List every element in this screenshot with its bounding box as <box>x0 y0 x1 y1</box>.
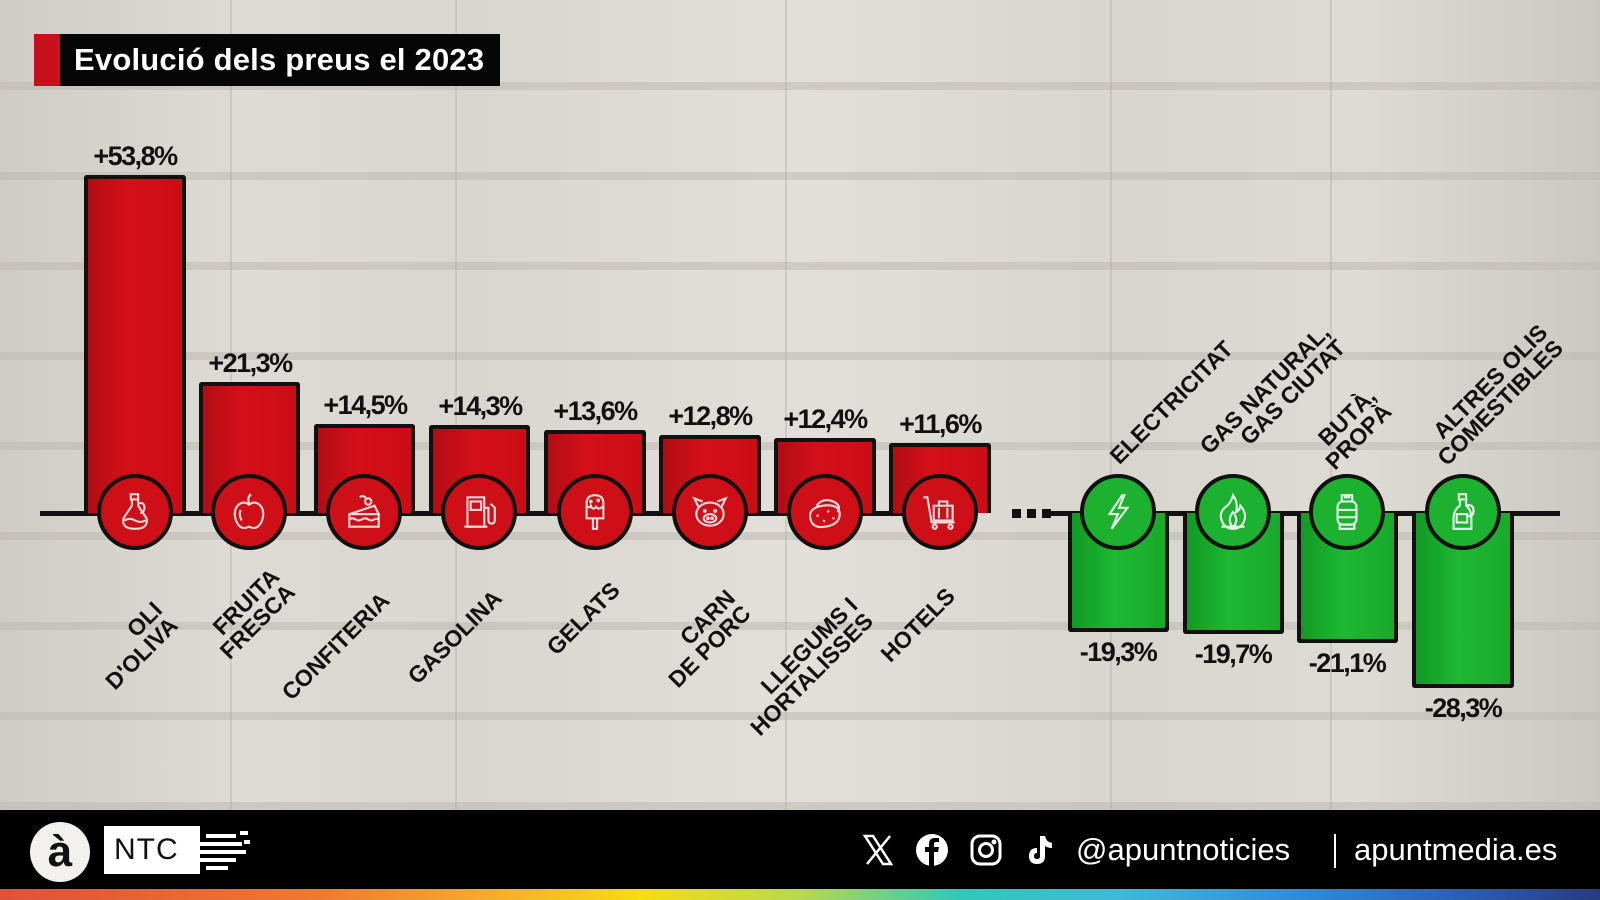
ntc-logo: NTC <box>104 826 200 874</box>
value-label: +53,8% <box>93 141 178 171</box>
value-label: +13,6% <box>553 396 638 426</box>
value-label: +12,8% <box>668 401 753 431</box>
lightning-icon <box>1080 474 1156 550</box>
rainbow-stripe <box>0 889 1600 900</box>
cake-slice-icon <box>326 474 402 550</box>
value-label: +12,4% <box>783 404 868 434</box>
ntc-speed-lines-icon <box>196 826 252 874</box>
value-label: +14,5% <box>323 390 408 420</box>
title-accent <box>34 34 60 86</box>
value-label: -19,7% <box>1194 639 1273 669</box>
chart-title-banner: Evolució dels preus el 2023 <box>34 34 501 86</box>
potato-icon <box>787 474 863 550</box>
value-label: -19,3% <box>1079 637 1158 667</box>
fuel-pump-icon <box>441 474 517 550</box>
oil-bottle-icon <box>1425 474 1501 550</box>
value-label: -28,3% <box>1424 693 1503 723</box>
pig-icon <box>672 474 748 550</box>
chart-title: Evolució dels preus el 2023 <box>60 34 501 86</box>
instagram-icon[interactable] <box>968 826 1004 874</box>
bar-oli-doliva <box>84 175 186 513</box>
footer-separator <box>1334 834 1336 868</box>
gas-cylinder-icon <box>1309 474 1385 550</box>
x-icon[interactable] <box>860 826 896 874</box>
axis-break-dots <box>1012 509 1051 518</box>
value-label: +21,3% <box>208 348 293 378</box>
apunt-logo[interactable]: à <box>30 822 90 882</box>
olive-oil-cruet-icon <box>97 474 173 550</box>
flame-icon <box>1195 474 1271 550</box>
bar-gas-natural <box>1183 513 1284 634</box>
apple-icon <box>211 474 287 550</box>
tiktok-icon[interactable] <box>1022 826 1058 874</box>
website-link[interactable]: apuntmedia.es <box>1354 832 1558 867</box>
value-label: -21,1% <box>1308 648 1387 678</box>
footer-bar <box>0 810 1600 890</box>
social-handle-link[interactable]: @apuntnoticies <box>1076 832 1291 867</box>
facebook-icon[interactable] <box>914 826 950 874</box>
luggage-cart-icon <box>902 474 978 550</box>
value-label: +11,6% <box>899 409 982 439</box>
ice-cream-icon <box>557 474 633 550</box>
bar-buta-propa <box>1297 513 1398 643</box>
value-label: +14,3% <box>438 391 523 421</box>
